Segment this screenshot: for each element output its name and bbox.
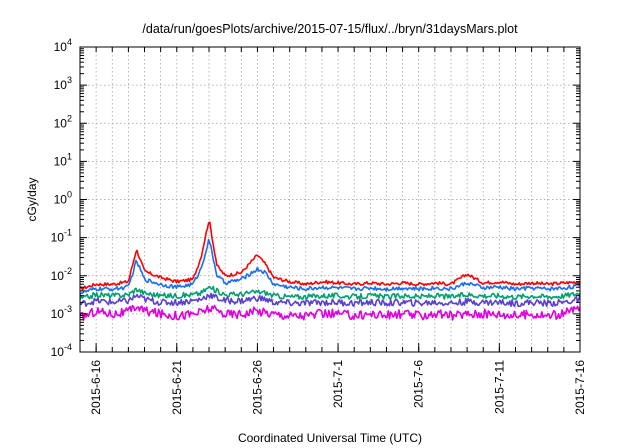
series-line-5: [79, 304, 581, 321]
plot-series: [79, 221, 581, 321]
x-tick-label: 2015-7-6: [412, 360, 426, 408]
x-axis-tick-labels: 2015-6-16 2015-6-21 2015-6-26 2015-7-1 2015-…: [89, 360, 587, 415]
x-tick-label: 2015-7-11: [492, 360, 506, 414]
y-axis-tick-labels: 10-4 10-3 10-2 10-1 100 101 102 103 104: [51, 37, 72, 359]
y-tick-label: 100: [54, 190, 72, 207]
y-tick-label: 101: [54, 151, 72, 168]
series-line-3: [79, 285, 581, 301]
y-tick-label: 10-3: [51, 304, 72, 321]
y-axis-title: cGy/day: [25, 177, 39, 221]
y-tick-label: 102: [54, 113, 72, 130]
y-tick-label: 10-4: [51, 342, 72, 359]
y-tick-label: 103: [54, 75, 72, 92]
y-tick-label: 10-2: [51, 266, 72, 283]
series-line-1: [79, 221, 581, 291]
chart-title: /data/run/goesPlots/archive/2015-07-15/f…: [142, 22, 518, 36]
x-tick-label: 2015-7-16: [573, 360, 587, 415]
series-line-4: [79, 292, 581, 308]
y-tick-label: 10-1: [51, 228, 72, 245]
y-tick-label: 104: [54, 37, 72, 54]
x-tick-label: 2015-6-26: [250, 360, 264, 415]
x-tick-label: 2015-6-16: [89, 360, 103, 415]
grid: [80, 47, 580, 352]
x-tick-label: 2015-7-1: [331, 360, 345, 408]
series-line-2: [79, 238, 581, 296]
x-tick-label: 2015-6-21: [170, 360, 184, 415]
axis-ticks: [79, 46, 581, 353]
x-axis-title: Coordinated Universal Time (UTC): [238, 431, 422, 445]
